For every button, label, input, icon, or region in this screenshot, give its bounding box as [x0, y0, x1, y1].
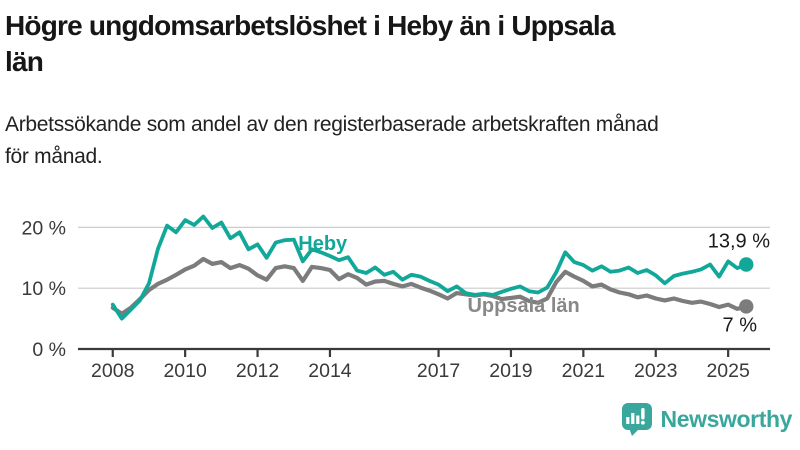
- x-axis-label: 2008: [91, 360, 134, 382]
- brand-name: Newsworthy: [660, 405, 793, 432]
- series-line-1: [110, 256, 749, 316]
- y-axis-label: 10 %: [22, 278, 66, 300]
- page-title-line2: län: [5, 45, 44, 77]
- x-axis-label: 2023: [634, 360, 677, 382]
- y-axis-label: 20 %: [22, 217, 66, 239]
- chart-subtitle: Arbetssökande som andel av den registerb…: [5, 109, 790, 172]
- x-axis-label: 2014: [308, 360, 352, 382]
- brand-footer: Newsworthy: [0, 402, 800, 437]
- unemployment-line-chart: 0 % 10 % 20 % 2008 2010 2012 2014 2017 2019 2021 2…: [22, 214, 770, 382]
- chart-header: Högre ungdomsarbetslöshet i Heby än i Up…: [0, 0, 800, 172]
- page-title: Högre ungdomsarbetslöshet i Heby än i Up…: [5, 8, 790, 79]
- newsworthy-logo-icon: [621, 403, 652, 437]
- chart-subtitle-line1: Arbetssökande som andel av den registerb…: [5, 113, 659, 137]
- x-axis-label: 2010: [163, 360, 207, 382]
- series-end-dot-0: [739, 257, 754, 272]
- series-name-label-1: Uppsala län: [467, 295, 579, 317]
- x-axis-label: 2025: [706, 360, 750, 382]
- end-value-label-1: 7 %: [723, 315, 758, 337]
- end-value-label-0: 13,9 %: [708, 231, 770, 253]
- chart-subtitle-line2: för månad.: [5, 144, 103, 168]
- x-axis-label: 2017: [417, 360, 460, 382]
- series-line-0: [110, 214, 749, 321]
- x-axis-label: 2019: [489, 360, 532, 382]
- series-end-dot-1: [739, 299, 754, 314]
- x-axis-label: 2012: [236, 360, 279, 382]
- x-axis-label: 2021: [562, 360, 605, 382]
- series-name-label-0: Heby: [298, 233, 348, 255]
- y-axis-label: 0 %: [32, 339, 66, 361]
- page-title-line1: Högre ungdomsarbetslöshet i Heby än i Up…: [5, 10, 615, 41]
